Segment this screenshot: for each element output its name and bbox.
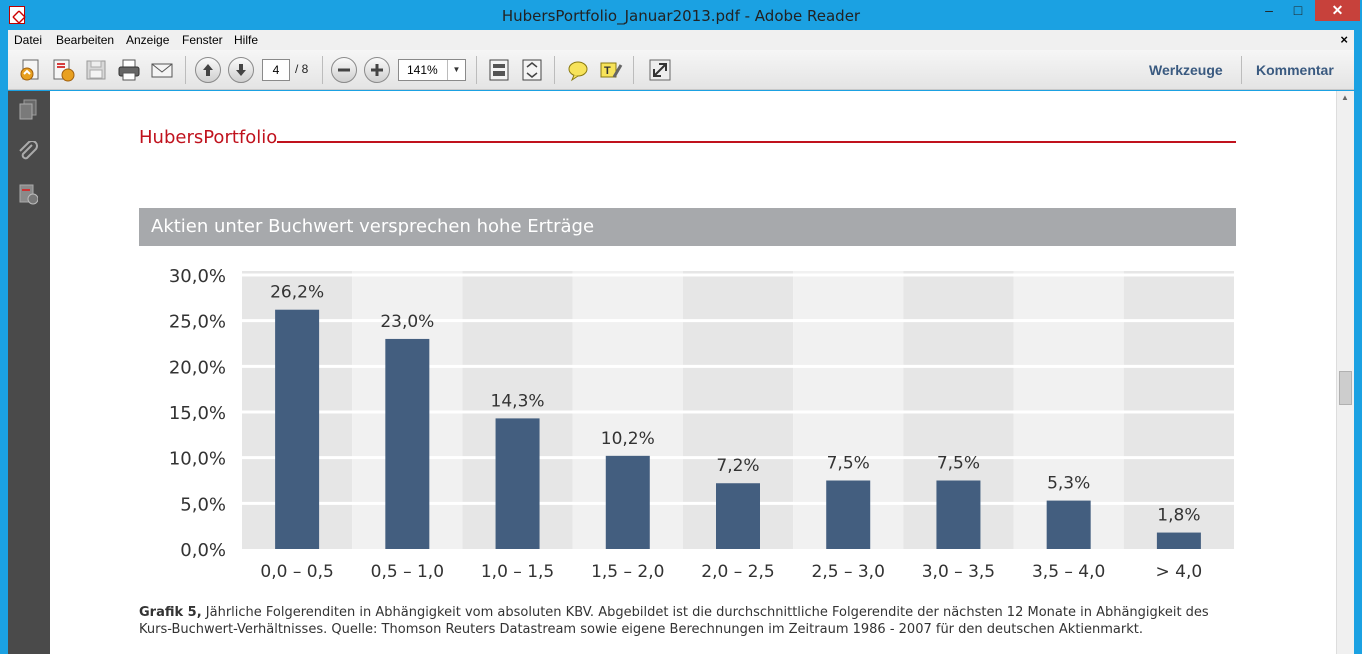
highlight-text-icon[interactable]: T: [598, 57, 624, 83]
bar: [605, 455, 650, 549]
menu-bar: Datei Bearbeiten Anzeige Fenster Hilfe ×: [8, 30, 1354, 50]
y-tick-label: 5,0%: [180, 494, 226, 515]
x-tick-label: > 4,0: [1156, 562, 1203, 582]
toolbar-separator: [1241, 56, 1242, 84]
menu-fenster[interactable]: Fenster: [182, 33, 223, 47]
comment-note-icon[interactable]: [565, 57, 591, 83]
scroll-up-icon[interactable]: ▲: [1341, 93, 1349, 102]
bar: [275, 309, 320, 549]
document-properties-icon[interactable]: [18, 183, 39, 205]
maximize-button[interactable]: □: [1293, 2, 1303, 18]
window-title: HubersPortfolio_Januar2013.pdf - Adobe R…: [501, 7, 861, 25]
attachments-icon[interactable]: [18, 140, 38, 163]
x-tick-label: 2,5 – 3,0: [812, 562, 885, 582]
fit-width-icon[interactable]: [519, 57, 545, 83]
data-label: 26,2%: [270, 283, 324, 303]
toolbar-separator: [322, 56, 323, 84]
zoom-select[interactable]: 141% ▼: [398, 59, 466, 81]
adobe-reader-icon: [9, 6, 25, 24]
email-icon[interactable]: [149, 57, 175, 83]
data-label: 5,3%: [1047, 474, 1090, 494]
y-tick-label: 25,0%: [169, 312, 226, 333]
document-close-icon[interactable]: ×: [1340, 32, 1348, 47]
menu-hilfe[interactable]: Hilfe: [234, 33, 259, 47]
close-button[interactable]: ✕: [1315, 0, 1360, 21]
y-tick-label: 10,0%: [169, 449, 226, 470]
vertical-scrollbar[interactable]: ▲: [1336, 91, 1354, 654]
data-label: 10,2%: [601, 429, 655, 449]
caption-label: Grafik 5,: [139, 605, 202, 620]
x-tick-label: 1,5 – 2,0: [591, 562, 664, 582]
chart-title: Aktien unter Buchwert versprechen hohe E…: [139, 208, 1236, 246]
toolbar-separator: [633, 56, 634, 84]
x-tick-label: 1,0 – 1,5: [481, 562, 554, 582]
page-thumbnails-icon[interactable]: [18, 99, 38, 121]
toolbar-separator: [476, 56, 477, 84]
window-border-left: [0, 30, 8, 654]
create-pdf-icon[interactable]: [18, 57, 44, 83]
scrollbar-thumb[interactable]: [1339, 371, 1352, 405]
save-icon[interactable]: [83, 57, 109, 83]
x-tick-label: 2,0 – 2,5: [701, 562, 774, 582]
y-tick-label: 15,0%: [169, 403, 226, 424]
bar: [936, 480, 981, 549]
x-tick-label: 3,0 – 3,5: [922, 562, 995, 582]
comment-button[interactable]: Kommentar: [1256, 62, 1334, 78]
brand-title: HubersPortfolio: [139, 127, 278, 148]
x-tick-label: 0,5 – 1,0: [371, 562, 444, 582]
next-page-icon[interactable]: [228, 57, 254, 83]
toolbar: 4 / 8 141% ▼ T Werkzeuge: [8, 50, 1354, 90]
figure-caption: Grafik 5, Jährliche Folgerenditen in Abh…: [139, 604, 1239, 638]
x-tick-label: 0,0 – 0,5: [260, 562, 333, 582]
svg-text:T: T: [604, 65, 611, 77]
title-bar: HubersPortfolio_Januar2013.pdf - Adobe R…: [0, 0, 1362, 30]
zoom-in-icon[interactable]: [364, 57, 390, 83]
page-number-input[interactable]: 4: [262, 59, 290, 81]
bar: [1156, 532, 1201, 549]
zoom-out-icon[interactable]: [331, 57, 357, 83]
convert-pdf-icon[interactable]: [50, 57, 76, 83]
x-tick-label: 3,5 – 4,0: [1032, 562, 1105, 582]
brand-rule: [277, 141, 1236, 143]
y-tick-label: 20,0%: [169, 357, 226, 378]
toolbar-separator: [185, 56, 186, 84]
data-label: 7,5%: [937, 454, 980, 474]
bar: [716, 483, 760, 549]
minimize-button[interactable]: –: [1265, 2, 1273, 18]
y-tick-label: 30,0%: [169, 266, 226, 287]
print-icon[interactable]: [116, 57, 142, 83]
data-label: 14,3%: [491, 391, 545, 411]
fit-page-icon[interactable]: [486, 57, 512, 83]
chevron-down-icon[interactable]: ▼: [447, 60, 465, 80]
bar: [826, 480, 871, 549]
page-total: / 8: [295, 62, 309, 76]
data-label: 1,8%: [1157, 506, 1200, 526]
previous-page-icon[interactable]: [195, 57, 221, 83]
data-label: 7,2%: [716, 456, 759, 476]
bar-chart: 0,0% 5,0% 10,0% 15,0% 20,0% 25,0% 30,0% 26,2% 0,…: [169, 266, 1234, 582]
menu-bearbeiten[interactable]: Bearbeiten: [56, 33, 115, 47]
bar: [1046, 500, 1091, 549]
window-border-right: [1354, 30, 1362, 654]
expand-icon[interactable]: [647, 57, 673, 83]
document-view[interactable]: HubersPortfolio Aktien unter Buchwert ve…: [50, 91, 1336, 654]
tools-button[interactable]: Werkzeuge: [1149, 62, 1223, 78]
caption-text: Jährliche Folgerenditen in Abhängigkeit …: [139, 605, 1209, 637]
y-tick-label: 0,0%: [180, 540, 226, 561]
navigation-panel: [8, 91, 50, 654]
menu-datei[interactable]: Datei: [14, 33, 43, 47]
bar: [385, 338, 430, 549]
toolbar-separator: [554, 56, 555, 84]
bar: [495, 418, 540, 549]
menu-anzeige[interactable]: Anzeige: [126, 33, 170, 47]
data-label: 7,5%: [827, 454, 870, 474]
zoom-value: 141%: [407, 63, 438, 77]
data-label: 23,0%: [380, 312, 434, 332]
